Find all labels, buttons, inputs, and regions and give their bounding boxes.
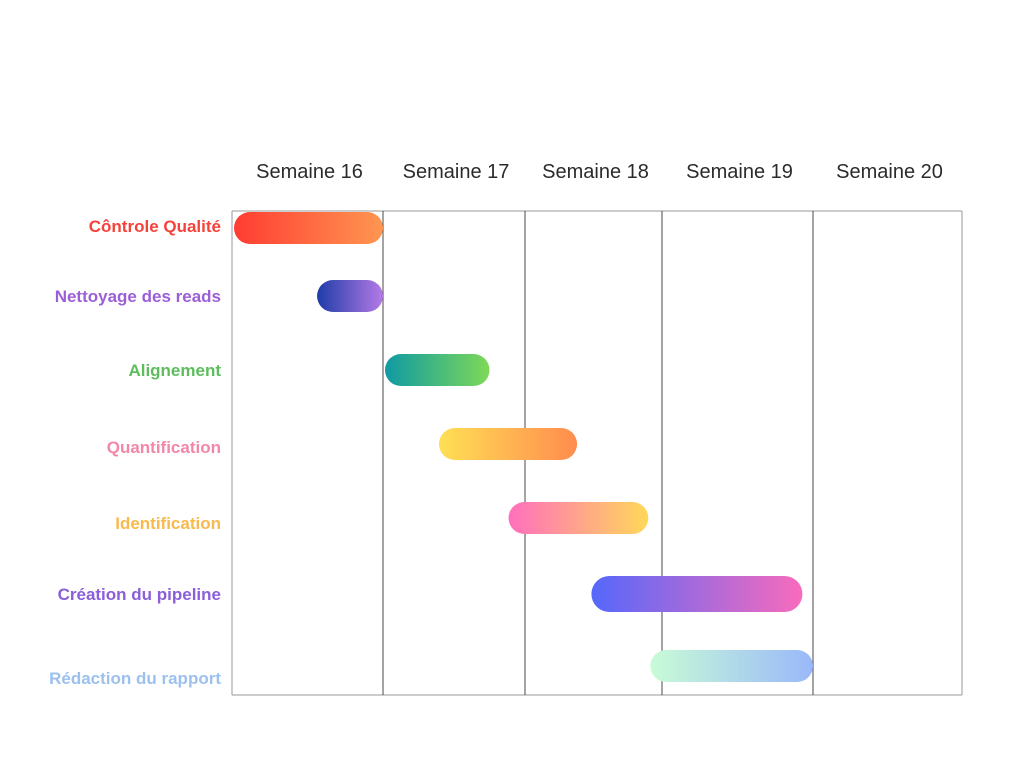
task-bar — [234, 212, 383, 244]
week-header: Semaine 19 — [686, 161, 793, 183]
task-bar — [438, 428, 578, 460]
task-bar — [317, 280, 383, 312]
task-bar — [385, 354, 490, 386]
task-label: Identification — [115, 514, 221, 533]
task-label: Quantification — [107, 438, 221, 457]
week-axis: Semaine 16 Semaine 17 Semaine 18 Semaine 19… — [256, 161, 943, 183]
task-bars — [234, 212, 813, 682]
task-label: Création du pipeline — [58, 585, 221, 604]
task-label: Alignement — [128, 361, 221, 380]
task-bar — [591, 576, 803, 612]
task-label: Côntrole Qualité — [89, 217, 221, 236]
task-bar — [650, 650, 813, 682]
task-label: Rédaction du rapport — [49, 669, 221, 688]
week-header: Semaine 17 — [403, 161, 510, 183]
task-bar — [508, 502, 649, 534]
week-header: Semaine 18 — [542, 161, 649, 183]
task-labels: Côntrole Qualité Nettoyage des reads Align… — [49, 217, 221, 688]
week-header: Semaine 16 — [256, 161, 363, 183]
week-header: Semaine 20 — [836, 161, 943, 183]
task-label: Nettoyage des reads — [55, 287, 221, 306]
